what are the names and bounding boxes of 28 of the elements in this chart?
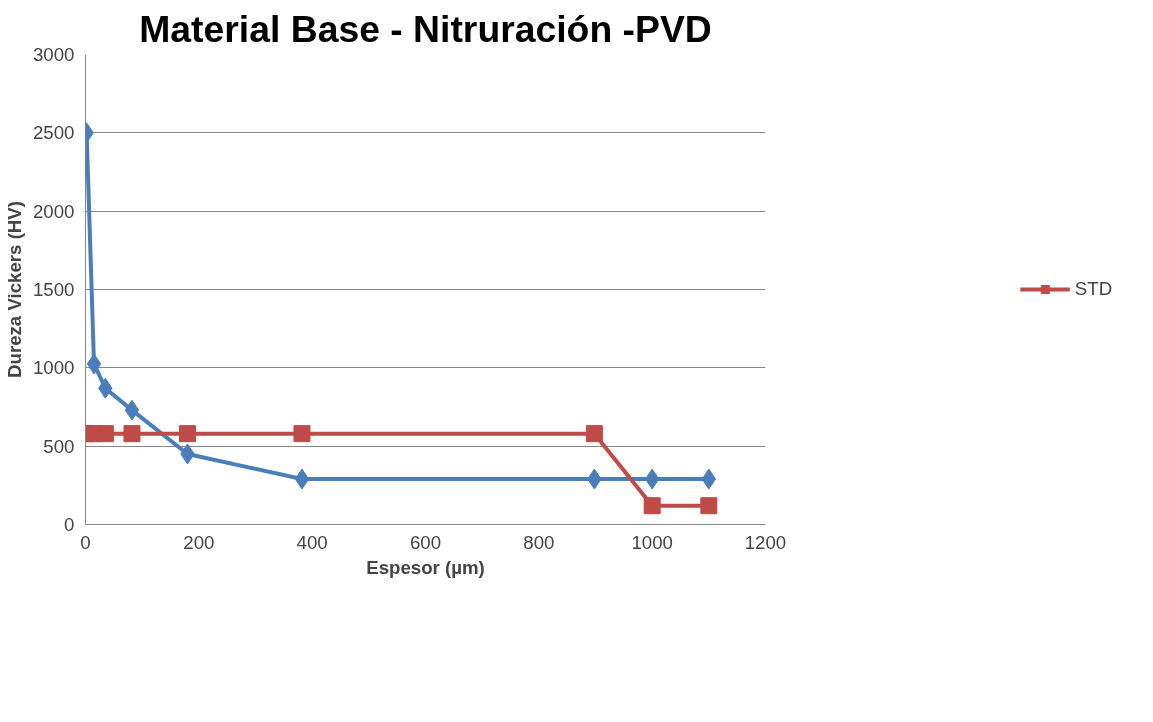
x-tick-label: 1200 <box>744 531 787 553</box>
point <box>700 497 718 515</box>
point <box>86 353 102 375</box>
point <box>123 425 141 443</box>
y-tick-label: 1000 <box>33 357 75 379</box>
legend-label: STD <box>1074 278 1113 300</box>
y-axis-title: Dureza Vickers (HV) <box>4 201 25 378</box>
chart-title: Material Base - Nitruración -PVD <box>139 7 712 50</box>
point <box>179 425 196 443</box>
y-tick-label: 0 <box>64 514 75 535</box>
point <box>124 399 140 421</box>
x-tick-label: 0 <box>80 531 91 553</box>
y-tick-label: 2500 <box>33 122 75 144</box>
y-tick-label: 3000 <box>33 44 75 65</box>
point <box>294 468 310 490</box>
x-tick-label: 400 <box>296 531 328 553</box>
point <box>96 425 114 443</box>
x-axis-title: Espesor (µm) <box>366 556 485 578</box>
point <box>293 425 311 443</box>
x-tick-label: 1000 <box>631 531 673 553</box>
point <box>643 497 661 515</box>
y-tick-label: 2000 <box>33 200 75 222</box>
y-tick-label: 500 <box>43 435 75 457</box>
x-tick-label: 600 <box>409 531 442 553</box>
point <box>585 425 603 443</box>
x-tick-label: 200 <box>183 531 215 553</box>
y-tick-label: 1500 <box>33 279 75 300</box>
x-tick-label: 800 <box>523 531 555 553</box>
